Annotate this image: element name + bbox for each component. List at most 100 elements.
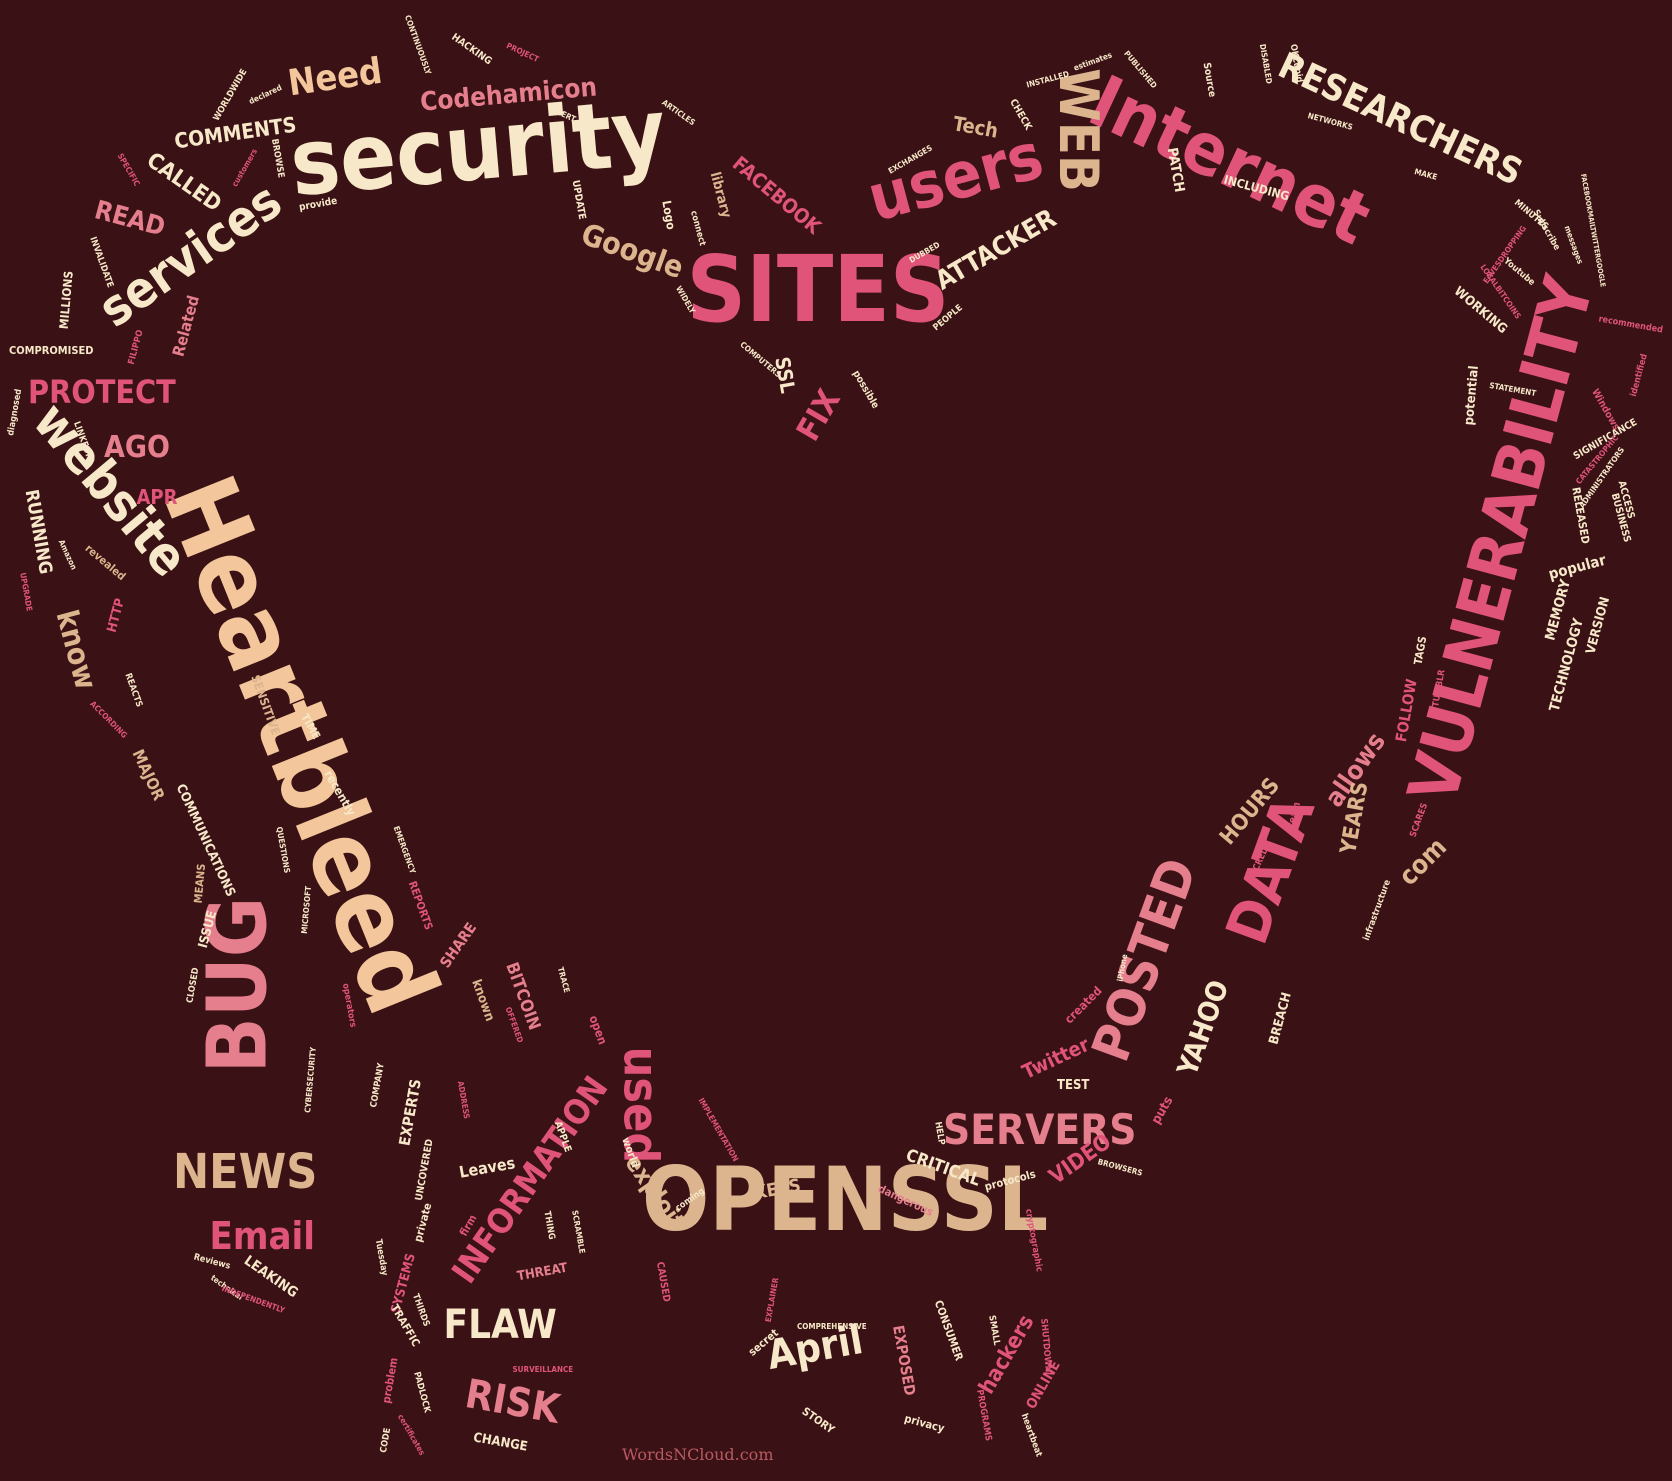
- cloud-word: CONSUMER: [931, 1298, 966, 1362]
- cloud-word: CAUSED: [653, 1260, 672, 1303]
- cloud-word: ACCORDING: [88, 699, 129, 740]
- cloud-word: VULNERABILITY: [1393, 268, 1610, 812]
- cloud-word: infrastructure: [1361, 878, 1394, 942]
- cloud-word: know: [47, 606, 103, 694]
- cloud-word: PROJECT: [504, 41, 540, 64]
- cloud-word: library: [706, 170, 734, 220]
- cloud-word: BROWSERS: [1096, 1157, 1144, 1178]
- cloud-word: EXPLAINER: [763, 1276, 780, 1323]
- cloud-word: HELP: [931, 1120, 946, 1146]
- cloud-word: BREACH: [1266, 990, 1295, 1046]
- cloud-word: TAGS: [1411, 634, 1429, 666]
- cloud-word: open: [586, 1013, 610, 1047]
- cloud-word: OPENSSL: [642, 1148, 1049, 1251]
- cloud-word: MEANS: [191, 862, 209, 904]
- cloud-word: Email: [209, 1214, 315, 1258]
- cloud-word: Need: [285, 50, 385, 105]
- cloud-word: DISABLED: [1257, 43, 1274, 85]
- cloud-word: INFORMATION: [443, 1069, 616, 1291]
- cloud-word: ARTICLES: [660, 97, 697, 128]
- cloud-word: ATTACKER: [930, 203, 1062, 297]
- cloud-word: COMPROMISED: [9, 343, 94, 357]
- cloud-word: CYBERSECURITY: [303, 1046, 318, 1114]
- cloud-word: hackers: [973, 1310, 1039, 1399]
- cloud-word: Subscribe: [1529, 207, 1562, 252]
- cloud-word: TRACE: [555, 966, 572, 994]
- cloud-word: BROWSE: [268, 137, 286, 179]
- cloud-word: CHANGE: [471, 1429, 529, 1455]
- cloud-word: EXPOSED: [888, 1323, 919, 1397]
- cloud-word: HACKING: [449, 31, 494, 68]
- cloud-word: CONTINUOUSLY: [402, 13, 433, 76]
- cloud-word: UNCOVERED: [413, 1138, 436, 1202]
- cloud-word: SERVERS: [943, 1105, 1137, 1154]
- cloud-word: Youtube: [1500, 255, 1536, 288]
- cloud-word: YAHOO: [1170, 975, 1235, 1080]
- cloud-word: messages: [1562, 224, 1585, 266]
- cloud-word: PROTECT: [28, 373, 176, 411]
- cloud-word: SITES: [686, 236, 950, 343]
- cloud-word: FACEBOOK: [727, 151, 826, 239]
- cloud-word: MILLIONS: [56, 270, 76, 330]
- cloud-word: heartbeat: [1018, 1411, 1044, 1458]
- cloud-word: Tuesday: [372, 1237, 389, 1276]
- cloud-word: recommended: [1597, 313, 1664, 336]
- cloud-word: TEST: [1057, 1077, 1090, 1093]
- cloud-word: COMPREHENSIVE: [797, 1322, 867, 1331]
- cloud-word: problem: [379, 1356, 401, 1404]
- cloud-word: ADDRESS: [455, 1080, 472, 1120]
- cloud-word: SCRAMBLE: [570, 1209, 587, 1255]
- cloud-word: possible: [850, 368, 881, 411]
- cloud-word: SMALL: [986, 1314, 1002, 1346]
- cloud-word: Tech: [950, 111, 1000, 143]
- cloud-word: SPECIFIC: [115, 151, 142, 188]
- cloud-word: SCARES: [1408, 801, 1431, 839]
- cloud-word: NEWS: [173, 1144, 318, 1200]
- cloud-word: SURVEILLANCE: [512, 1365, 574, 1374]
- cloud-word: privacy: [902, 1411, 946, 1435]
- cloud-word: com: [1393, 832, 1453, 892]
- credit-text: WordsNCloud.com: [622, 1445, 774, 1464]
- cloud-word: users: [859, 119, 1051, 237]
- cloud-word: RUNNING: [20, 487, 57, 576]
- cloud-word: Related: [168, 293, 204, 359]
- cloud-word: VERSION: [1582, 594, 1613, 656]
- cloud-word: Twitter: [1017, 1032, 1093, 1084]
- cloud-word: popular: [1546, 550, 1608, 583]
- cloud-word: INVALIDATE: [86, 235, 115, 289]
- cloud-word: STORY: [799, 1404, 837, 1436]
- cloud-word: identified: [1628, 352, 1650, 398]
- cloud-word: certificates: [395, 1412, 427, 1457]
- cloud-word: Logo: [658, 199, 678, 231]
- cloud-word: Windows: [1589, 387, 1622, 433]
- cloud-word: EXPERTS: [394, 1077, 425, 1147]
- cloud-word: HTTP: [104, 596, 128, 634]
- cloud-word: UPGRADE: [17, 571, 34, 612]
- cloud-word: SHUTDOWN: [1038, 1317, 1053, 1373]
- cloud-word: RISK: [461, 1371, 563, 1433]
- cloud-word: THING: [540, 1209, 556, 1240]
- cloud-word: MAKE: [1412, 167, 1438, 182]
- cloud-word: REACTS: [121, 671, 144, 709]
- cloud-word: known: [467, 977, 497, 1023]
- cloud-word: FLAW: [443, 1302, 557, 1348]
- cloud-word: private: [411, 1201, 435, 1243]
- cloud-word: THREAT: [515, 1260, 569, 1284]
- cloud-word: PROGRAMS: [974, 1388, 993, 1442]
- cloud-word: FIX: [788, 382, 848, 448]
- cloud-word: puts: [1148, 1093, 1176, 1127]
- cloud-word: READ: [91, 195, 169, 243]
- cloud-word: declared: [247, 83, 283, 107]
- cloud-word: COMPANY: [368, 1061, 387, 1108]
- cloud-word: APR: [136, 485, 178, 509]
- cloud-word: THIRDS: [409, 1292, 432, 1328]
- cloud-word: Source: [1200, 61, 1217, 99]
- cloud-word: FACEBOOKMAILTWITTERGOOGLE: [1578, 172, 1607, 288]
- cloud-word: PADLOCK: [411, 1370, 432, 1414]
- cloud-word: CALLED: [141, 147, 226, 218]
- cloud-word: WORLDWIDE: [211, 67, 250, 123]
- cloud-word: WEB: [1046, 68, 1110, 192]
- cloud-word: CODE: [378, 1426, 393, 1454]
- cloud-word: AGO: [104, 430, 170, 465]
